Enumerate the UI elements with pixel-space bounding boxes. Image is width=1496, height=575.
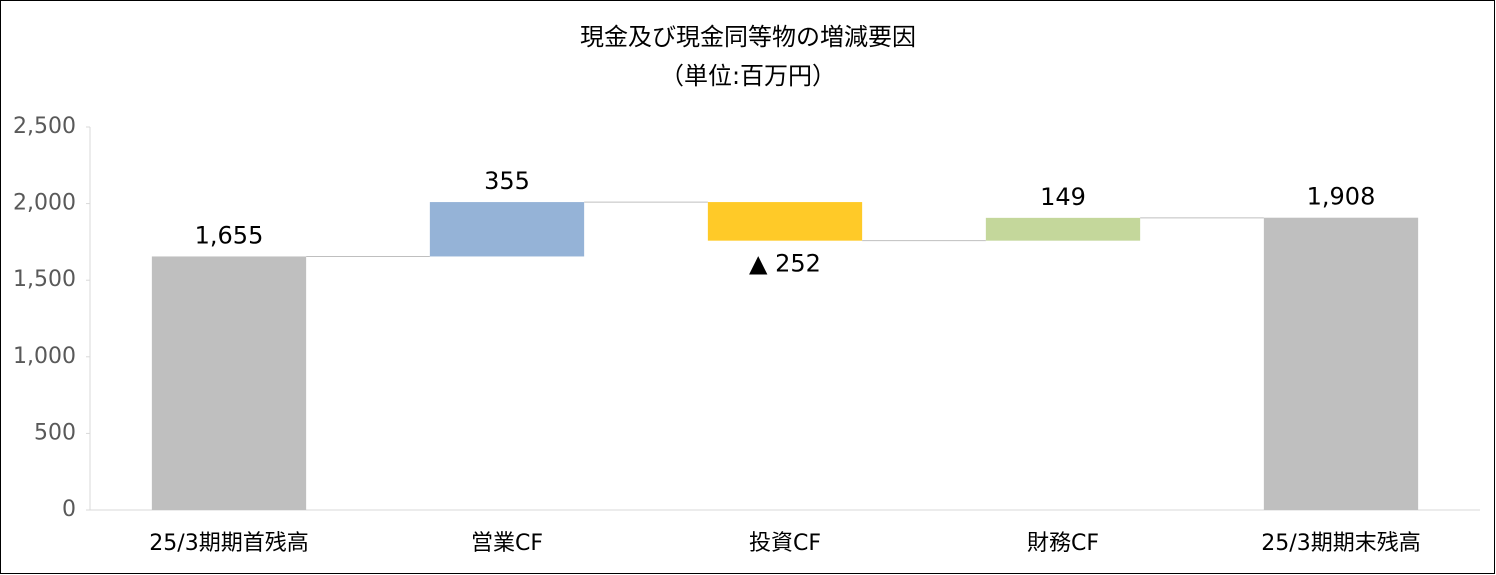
value-label: 1,655 <box>195 221 264 249</box>
y-tick-label: 1,500 <box>13 267 76 292</box>
value-label: ▲ 252 <box>749 250 821 278</box>
value-label: 355 <box>484 167 530 195</box>
chart-title: 現金及び現金同等物の増減要因 <box>580 23 916 51</box>
x-tick-label: 投資CF <box>749 531 821 556</box>
x-tick-label: 財務CF <box>1027 531 1099 556</box>
y-tick-label: 0 <box>62 497 76 522</box>
y-tick-label: 2,500 <box>13 114 76 139</box>
bar <box>429 202 585 257</box>
y-tick-label: 2,000 <box>13 191 76 216</box>
chart-subtitle: （単位:百万円） <box>660 62 836 90</box>
x-tick-label: 営業CF <box>471 531 543 556</box>
y-tick-label: 1,000 <box>13 344 76 369</box>
value-label: 1,908 <box>1307 183 1376 211</box>
y-tick-label: 500 <box>34 420 76 445</box>
x-tick-label: 25/3期期首残高 <box>149 531 308 556</box>
bar <box>1263 217 1419 510</box>
bar <box>707 202 863 241</box>
bar <box>151 256 307 510</box>
value-label: 149 <box>1040 183 1086 211</box>
x-tick-label: 25/3期期末残高 <box>1261 531 1420 556</box>
bar <box>985 217 1141 241</box>
